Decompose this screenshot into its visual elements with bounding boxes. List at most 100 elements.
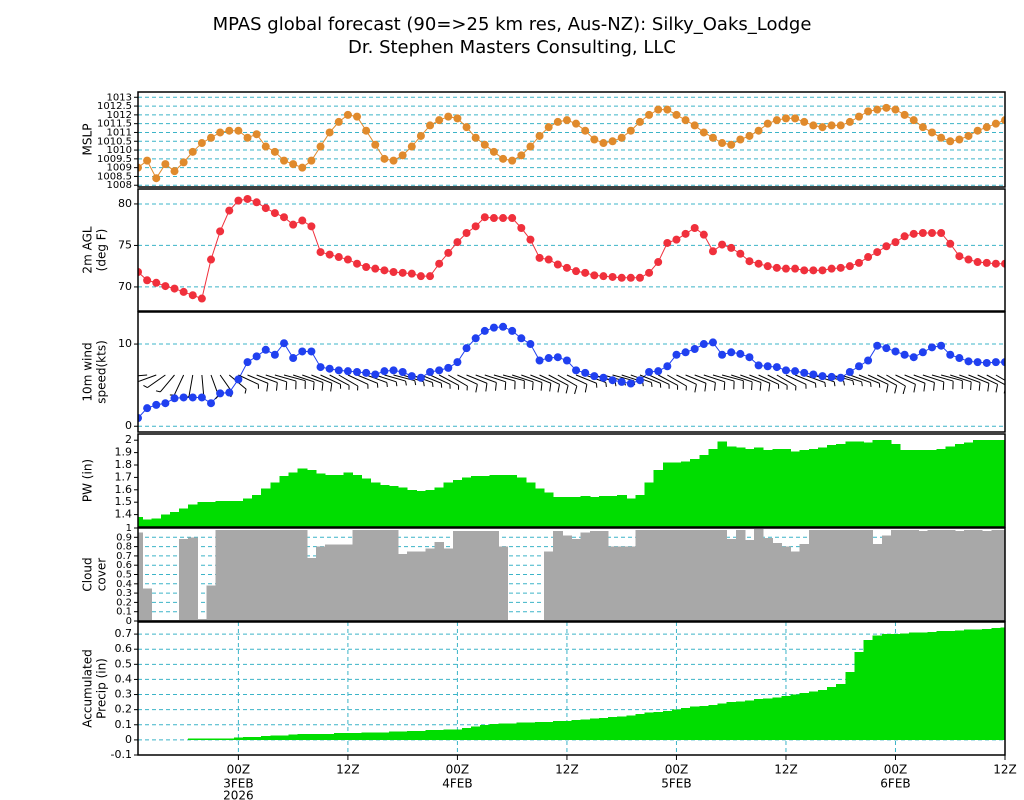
bar [617, 494, 627, 527]
point [207, 399, 216, 408]
wind-barb [931, 374, 954, 390]
bar [817, 529, 828, 621]
point [138, 163, 142, 172]
y-tick-label: 1009 [107, 163, 132, 174]
point [188, 393, 197, 402]
point [681, 116, 690, 125]
panel-frame [137, 311, 1006, 433]
y-axis-label: MSLP [81, 124, 95, 156]
point [234, 126, 243, 135]
point [690, 344, 699, 353]
bar [388, 731, 399, 740]
date-label: 6FEB [880, 777, 910, 791]
point [298, 163, 307, 172]
wind-barb [794, 374, 817, 388]
point [261, 204, 270, 213]
point [407, 372, 416, 381]
bar [799, 693, 810, 740]
y-axis-label: Precip (in) [95, 658, 109, 719]
bar [206, 738, 217, 740]
point [280, 339, 289, 348]
bar [808, 448, 819, 527]
point [617, 133, 626, 142]
bar [626, 715, 636, 740]
bar [644, 712, 655, 740]
bar [434, 730, 445, 740]
point [453, 114, 462, 123]
y-tick-label: 0.5 [115, 657, 133, 670]
wind-barb [484, 374, 507, 391]
subtitle: Dr. Stephen Masters Consulting, LLC [348, 37, 676, 58]
point [836, 121, 845, 130]
bar [872, 440, 883, 527]
bar [690, 529, 700, 621]
bar [288, 472, 299, 527]
point [334, 117, 343, 126]
wind-barb [384, 374, 407, 386]
bar [653, 711, 664, 740]
bar [799, 543, 810, 621]
point [316, 248, 325, 257]
point [763, 119, 772, 128]
bar [138, 517, 144, 527]
bar [653, 469, 664, 527]
bar [169, 512, 180, 527]
point [727, 140, 736, 149]
point [754, 259, 763, 268]
point [708, 133, 717, 142]
point [280, 156, 289, 165]
point [1001, 259, 1005, 268]
point [937, 133, 946, 142]
bar [836, 529, 846, 621]
bar [854, 441, 865, 527]
wind-barb [429, 374, 451, 389]
bar [434, 487, 445, 527]
point [371, 370, 380, 379]
point [781, 114, 790, 123]
bar [900, 450, 910, 527]
bar [973, 440, 983, 527]
x-tick-label: 12Z [336, 763, 360, 777]
y-tick-label: 0.7 [115, 627, 133, 640]
bar [434, 541, 445, 621]
y-tick-label: 1011.5 [97, 119, 132, 130]
point [435, 116, 444, 125]
point [179, 158, 188, 167]
bar [690, 706, 700, 740]
point [946, 239, 955, 248]
y-tick-label: 0.4 [115, 672, 133, 685]
point [708, 338, 717, 347]
y-tick-label: 0 [125, 419, 132, 432]
point [325, 128, 334, 137]
bar [671, 462, 682, 527]
y-axis-label: 2m AGL [81, 226, 95, 273]
panel-3 [138, 440, 1005, 527]
bar [589, 497, 600, 527]
y-axis-label: Accumulated [81, 649, 95, 728]
bar [872, 543, 883, 621]
bar [927, 529, 938, 621]
bar [854, 652, 865, 740]
point [480, 140, 489, 149]
point [170, 394, 179, 403]
bar [325, 474, 335, 527]
bar [717, 441, 728, 527]
point [745, 257, 754, 266]
point [280, 213, 289, 222]
x-tick-label: 12Z [555, 763, 579, 777]
point [699, 230, 708, 239]
point [690, 121, 699, 130]
bar [224, 529, 235, 621]
point [471, 133, 480, 142]
bar [197, 619, 207, 621]
point [599, 373, 608, 382]
bar [544, 551, 554, 621]
point [362, 126, 371, 135]
point [143, 156, 152, 165]
point [882, 344, 891, 353]
point [654, 258, 663, 267]
panel-frame [137, 91, 1006, 188]
bar [845, 671, 855, 740]
point [371, 140, 380, 149]
bar [179, 539, 189, 621]
